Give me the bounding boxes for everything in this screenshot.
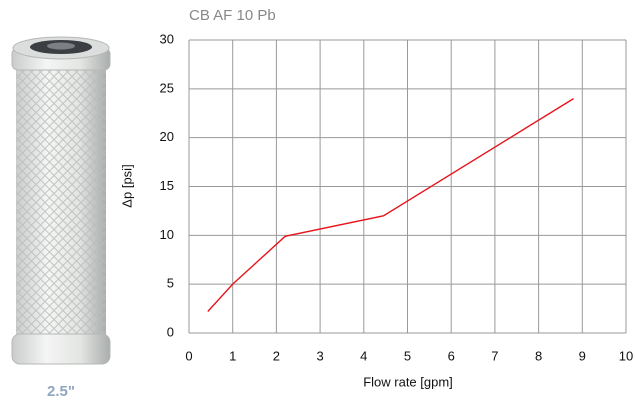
filter-cartridge (11, 36, 111, 365)
y-tick-label: 10 (160, 227, 174, 242)
x-tick-label: 5 (404, 348, 411, 363)
y-tick-label: 15 (160, 178, 174, 193)
x-tick-label: 6 (448, 348, 455, 363)
y-tick-label: 0 (167, 324, 174, 339)
y-tick-label: 30 (160, 31, 174, 46)
y-tick-label: 5 (167, 276, 174, 291)
x-tick-label: 3 (316, 348, 323, 363)
x-tick-label: 9 (579, 348, 586, 363)
data-line (207, 98, 574, 312)
y-axis-label: Δp [psi] (119, 164, 134, 207)
x-tick-label: 2 (273, 348, 280, 363)
x-tick-label: 8 (535, 348, 542, 363)
y-tick-label: 25 (160, 80, 174, 95)
x-tick-label: 4 (360, 348, 367, 363)
x-tick-label: 0 (185, 348, 192, 363)
y-tick-label: 20 (160, 129, 174, 144)
chart-title: CB AF 10 Pb (189, 7, 276, 24)
caption: 2.5" (47, 383, 75, 400)
x-tick-label: 7 (491, 348, 498, 363)
x-tick-label: 1 (229, 348, 236, 363)
x-tick-label: 10 (619, 348, 633, 363)
x-axis-label: Flow rate [gpm] (363, 374, 453, 389)
